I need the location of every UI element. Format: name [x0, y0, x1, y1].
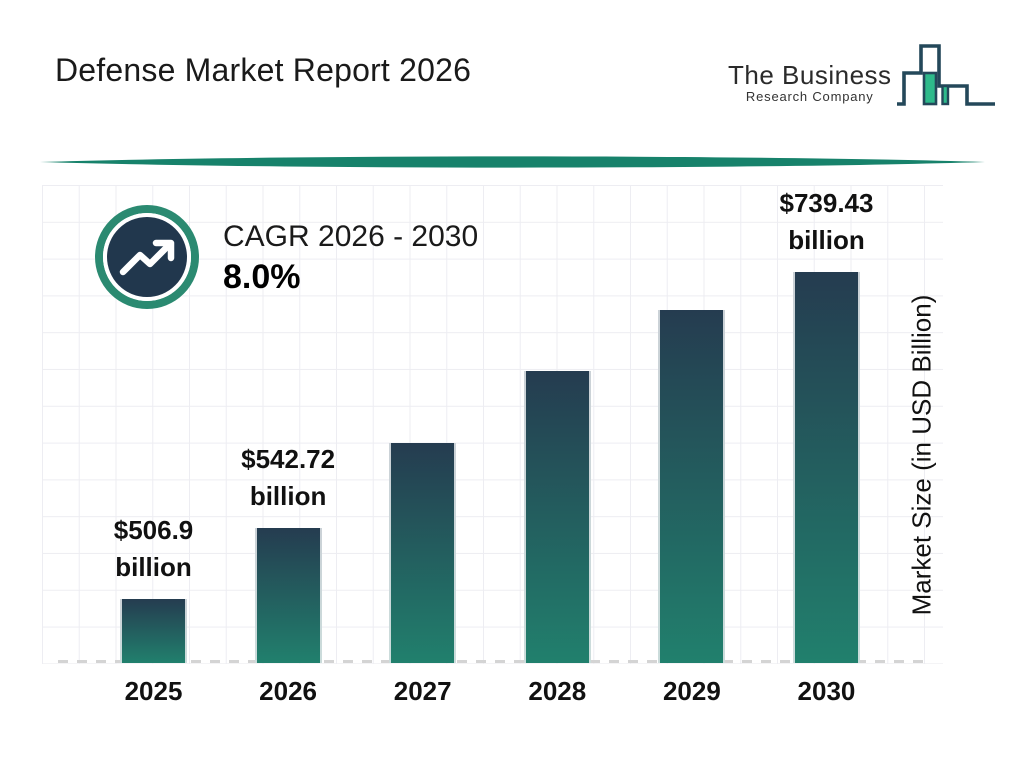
cagr-value: 8.0%	[223, 258, 301, 296]
bar-column-2030: $739.43 billion	[779, 185, 873, 663]
value-label-line1: $739.43	[779, 188, 874, 218]
value-label-line1: $506.9	[113, 515, 194, 545]
company-logo: The Business Research Company	[728, 40, 998, 114]
bar-column-2026: $542.72 billion	[241, 441, 335, 663]
value-label-line2: billion	[115, 552, 192, 582]
x-tick-2028: 2028	[528, 676, 587, 706]
header: Defense Market Report 2026 The Business …	[0, 0, 1024, 150]
logo-name: The Business	[728, 60, 892, 90]
bar-column-2028	[523, 358, 591, 663]
x-tick-2029: 2029	[662, 676, 721, 706]
cagr-badge: CAGR 2026 - 2030 8.0%	[95, 205, 478, 309]
bar-2030	[792, 272, 860, 663]
bar-2029	[658, 310, 726, 663]
bar-2028	[523, 371, 591, 663]
bar-chart: $506.9 billion $542.72 billion $73	[0, 170, 1024, 768]
y-axis-label: Market Size (in USD Billion)	[906, 294, 937, 616]
logo-text: The Business Research Company	[728, 62, 892, 104]
bar-value-label: $506.9 billion	[114, 512, 194, 586]
chart-baseline	[58, 660, 930, 663]
page-title: Defense Market Report 2026	[55, 52, 472, 88]
x-tick-2026: 2026	[259, 676, 318, 706]
bar-value-label: $739.43 billion	[779, 185, 873, 259]
value-label-line1: $542.72	[241, 444, 336, 474]
logo-subtitle: Research Company	[745, 89, 874, 104]
divider-line	[40, 156, 985, 168]
bar-value-label: $542.72 billion	[241, 441, 335, 515]
trending-up-icon	[95, 205, 199, 309]
x-tick-2030: 2030	[797, 676, 856, 706]
x-tick-2027: 2027	[393, 676, 452, 706]
bar-2027	[389, 443, 457, 663]
x-axis-labels: 2025 2026 2027 2028 2029 2030	[120, 676, 860, 707]
value-label-line2: billion	[249, 481, 327, 511]
bar-chart-skyline-icon	[896, 44, 995, 106]
bars-area: $506.9 billion $542.72 billion $73	[114, 170, 873, 663]
value-label-line2: billion	[788, 225, 865, 255]
bar-column-2027	[389, 430, 457, 663]
bar-2026	[254, 528, 322, 663]
bar-column-2029	[658, 297, 726, 663]
cagr-text: CAGR 2026 - 2030 8.0%	[223, 205, 478, 299]
bar-column-2025: $506.9 billion	[114, 512, 193, 663]
bar-2025	[120, 599, 187, 663]
x-tick-2025: 2025	[124, 676, 183, 706]
cagr-label: CAGR 2026 - 2030	[223, 220, 479, 253]
